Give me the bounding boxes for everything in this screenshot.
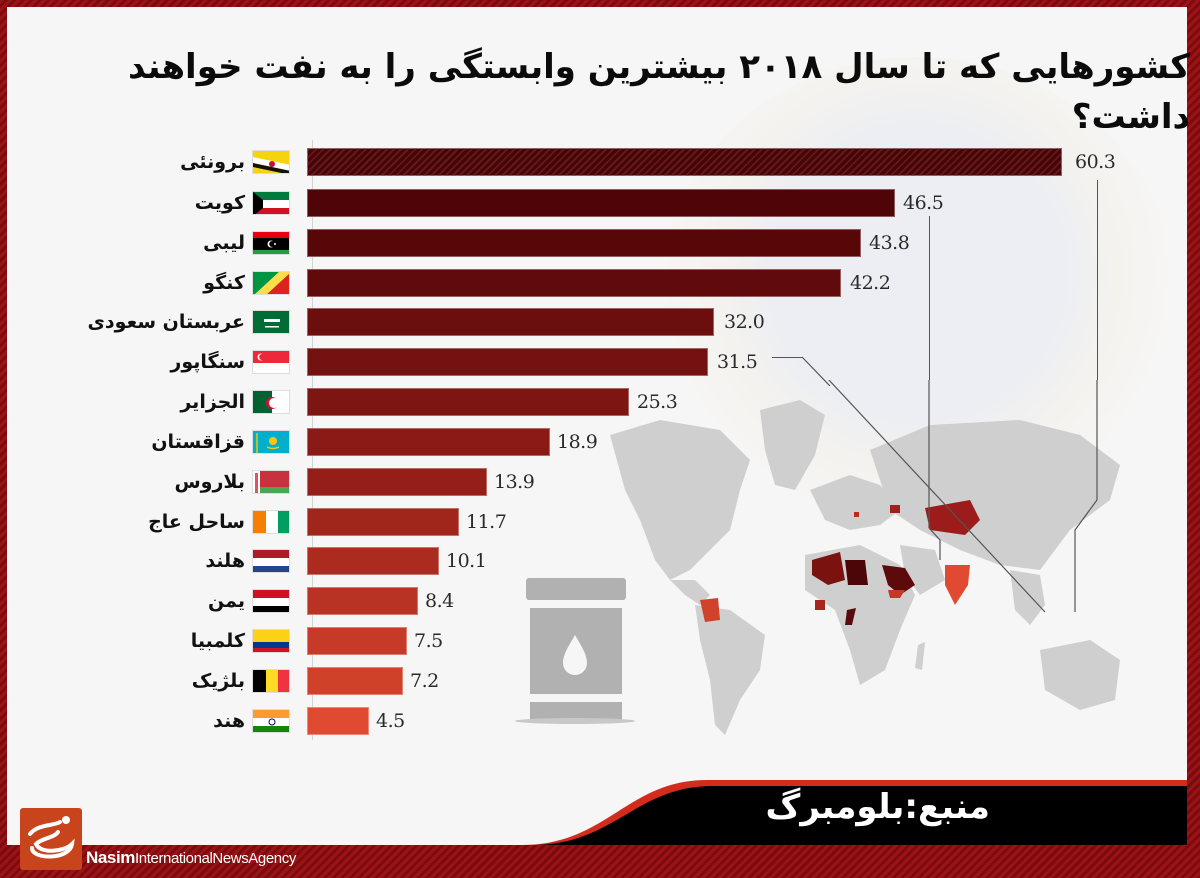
country-label: یمن	[208, 590, 245, 612]
chart-title: کشورهایی که تا سال ۲۰۱۸ بیشترین وابستگی …	[127, 47, 1191, 137]
value-label: 11.7	[466, 511, 507, 533]
bar-brunei	[307, 148, 1062, 176]
value-label: 8.4	[425, 590, 454, 612]
bar-colombia	[307, 627, 407, 655]
agency-name-bold: Nasim	[86, 848, 136, 867]
flag-kuwait-icon	[252, 191, 290, 215]
world-map	[610, 380, 1120, 735]
value-label: 18.9	[557, 431, 598, 453]
country-label: برونئی	[180, 151, 245, 173]
value-label: 10.1	[446, 550, 487, 572]
bar-india	[307, 707, 369, 735]
bar-congo	[307, 269, 841, 297]
bar-row: برونئی 60.3	[0, 147, 1180, 187]
bar-row: قزاقستان 18.9	[0, 427, 1180, 467]
bar-netherlands	[307, 547, 439, 575]
bar-row: یمن 8.4	[0, 586, 1180, 626]
bar-row: بلاروس 13.9	[0, 467, 1180, 507]
bar-row: بلژیک 7.2	[0, 666, 1180, 706]
country-label: ساحل عاج	[148, 511, 245, 533]
bar-row: ساحل عاج 11.7	[0, 507, 1180, 547]
flag-belarus-icon	[252, 470, 290, 494]
agency-name: NasimInternationalNewsAgency	[86, 848, 296, 869]
value-label: 60.3	[1075, 151, 1116, 173]
bar-row: هند 4.5	[0, 706, 1180, 746]
bar-kazakhstan	[307, 428, 550, 456]
leader-line-kuwait	[929, 216, 930, 380]
country-label: لیبی	[203, 232, 245, 254]
country-label: الجزایر	[180, 391, 245, 413]
country-label: هلند	[205, 550, 245, 572]
bar-row: لیبی 43.8	[0, 228, 1180, 268]
flag-congo-icon	[252, 271, 290, 295]
value-label: 43.8	[869, 232, 910, 254]
flag-brunei-icon	[252, 150, 290, 174]
bar-row: کنگو 42.2	[0, 268, 1180, 308]
bar-row: کویت 46.5	[0, 188, 1180, 228]
value-label: 7.2	[410, 670, 439, 692]
bar-kuwait	[307, 189, 895, 217]
flag-kazakhstan-icon	[252, 430, 290, 454]
bar-saudi-arabia	[307, 308, 714, 336]
country-label: عربستان سعودی	[87, 311, 245, 333]
nasim-logo-icon	[20, 808, 82, 870]
bar-row: سنگاپور 31.5	[0, 347, 1180, 387]
flag-netherlands-icon	[252, 549, 290, 573]
country-label: سنگاپور	[170, 351, 245, 373]
bar-row: عربستان سعودی 32.0	[0, 307, 1180, 347]
country-label: هند	[213, 710, 245, 732]
value-label: 7.5	[414, 630, 443, 652]
bar-row: هلند 10.1	[0, 546, 1180, 586]
value-label: 46.5	[903, 192, 944, 214]
leader-line-brunei	[1097, 180, 1098, 380]
flag-ivory-coast-icon	[252, 510, 290, 534]
bar-belgium	[307, 667, 403, 695]
bar-yemen	[307, 587, 418, 615]
flag-colombia-icon	[252, 629, 290, 653]
agency-name-rest: InternationalNewsAgency	[135, 850, 296, 867]
flag-belgium-icon	[252, 669, 290, 693]
bar-ivory-coast	[307, 508, 459, 536]
bar-algeria	[307, 388, 629, 416]
flag-india-icon	[252, 709, 290, 733]
flag-libya-icon	[252, 231, 290, 255]
source-label: منبع:بلومبرگ	[765, 787, 991, 827]
value-label: 4.5	[376, 710, 405, 732]
value-label: 42.2	[850, 272, 891, 294]
value-label: 31.5	[717, 351, 758, 373]
bar-row: الجزایر 25.3	[0, 387, 1180, 427]
bar-singapore	[307, 348, 708, 376]
flag-saudi-arabia-icon	[252, 310, 290, 334]
country-label: بلاروس	[174, 471, 245, 493]
bar-row: کلمبیا 7.5	[0, 626, 1180, 666]
value-label: 13.9	[494, 471, 535, 493]
oil-barrel-icon	[515, 578, 635, 724]
country-label: بلژیک	[191, 670, 245, 692]
leader-line-singapore-diag	[801, 356, 831, 386]
value-label: 25.3	[637, 391, 678, 413]
country-label: کلمبیا	[190, 630, 245, 652]
bar-belarus	[307, 468, 487, 496]
value-label: 32.0	[724, 311, 765, 333]
country-label: کویت	[194, 192, 245, 214]
flag-yemen-icon	[252, 589, 290, 613]
country-label: کنگو	[203, 272, 245, 294]
flag-singapore-icon	[252, 350, 290, 374]
source-band	[522, 780, 1187, 845]
leader-line-singapore	[772, 357, 802, 358]
bar-libya	[307, 229, 861, 257]
flag-algeria-icon	[252, 390, 290, 414]
country-label: قزاقستان	[151, 431, 245, 453]
